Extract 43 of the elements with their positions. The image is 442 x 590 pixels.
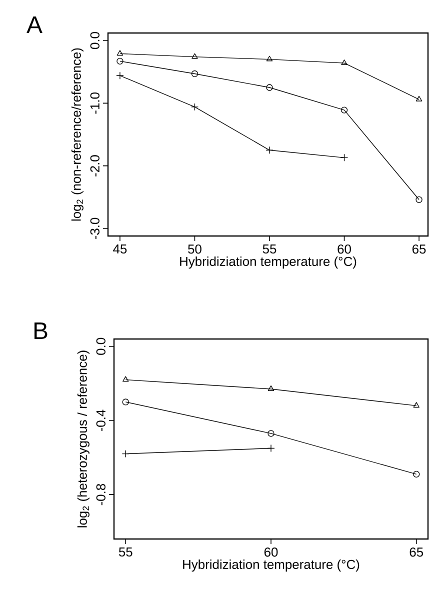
point [116, 58, 124, 65]
chart-title: B [34, 322, 48, 339]
x-tick-label: 55 [262, 244, 276, 254]
x-tick-label: 65 [410, 548, 424, 557]
point [267, 444, 275, 452]
y-tick-label: 0.0 [90, 32, 100, 50]
point [416, 196, 422, 203]
point [122, 376, 129, 382]
x-tick-label: 60 [338, 244, 351, 254]
point [116, 50, 124, 56]
point [122, 398, 129, 406]
point [413, 470, 420, 478]
y-tick-label: -0.4 [96, 410, 106, 432]
x-tick-label: 55 [118, 548, 132, 557]
point [413, 402, 420, 408]
x-axis-title: Hybridiziation temperature (°C) [180, 256, 356, 269]
point [341, 60, 348, 66]
point [192, 53, 198, 59]
x-tick-label: 65 [412, 244, 426, 254]
x-tick-label: 45 [113, 244, 127, 254]
point [122, 450, 130, 458]
point [340, 106, 348, 114]
y-tick-label: 0.0 [96, 338, 106, 355]
x-tick-label: 50 [188, 244, 202, 254]
point [268, 385, 274, 391]
point [191, 70, 198, 78]
point [266, 84, 273, 91]
point [266, 146, 274, 154]
y-tick-label: -1.0 [90, 92, 100, 114]
x-tick-label: 60 [264, 548, 278, 557]
y-tick-label: -3.0 [90, 218, 100, 240]
point [416, 96, 422, 102]
y-tick-label: -0.8 [96, 484, 106, 506]
y-axis-title: log$_{2}$ (non-reference/reference) [71, 48, 84, 221]
y-axis-title: log$_{2}$ (heterozygous / reference) [77, 350, 90, 528]
point [340, 154, 348, 162]
point [116, 72, 124, 80]
y-tick-label: -2.0 [90, 155, 100, 176]
x-axis-title: Hybridiziation temperature (°C) [183, 560, 360, 572]
point [268, 430, 274, 437]
chart-title: A [26, 16, 42, 33]
point [190, 103, 199, 111]
point [266, 56, 273, 62]
